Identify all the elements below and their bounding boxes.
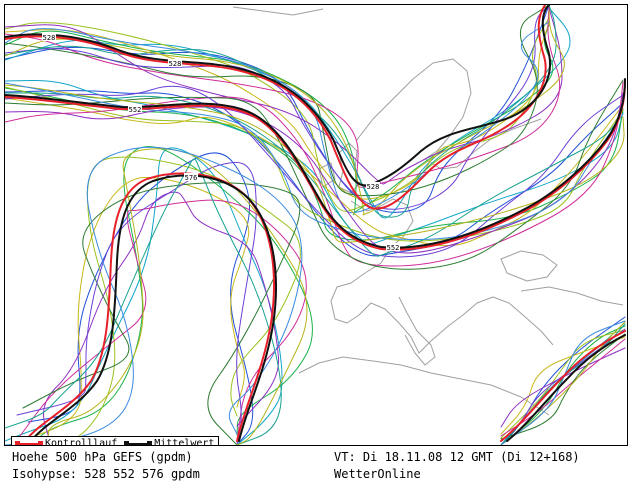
ensemble-member-line	[5, 24, 554, 216]
coastline-scandinavia	[355, 58, 472, 160]
ensemble-member-line	[5, 92, 624, 254]
isohypse-label-box	[366, 182, 380, 190]
ensemble-member-line	[27, 152, 254, 445]
coastline-ireland	[318, 162, 336, 188]
isohypse-label: 528	[169, 60, 182, 68]
isohypse-label: 528	[367, 183, 380, 191]
ensemble-member-line	[5, 5, 550, 197]
ensemble-member-line	[5, 5, 550, 213]
isohypse-label-box	[386, 243, 400, 251]
mean-576-line	[30, 174, 277, 442]
caption-source: WetterOnline	[334, 467, 421, 481]
isohypse-label: 528	[43, 34, 56, 42]
isohypse-map-svg: 528 528 552 576 528 552	[5, 5, 626, 445]
isohypse-label-box	[42, 33, 56, 41]
ensemble-member-line	[16, 161, 257, 445]
ensemble-member-line	[5, 146, 303, 445]
caption-parameter: Hoehe 500 hPa GEFS (gpdm)	[12, 450, 193, 464]
mean-528-line	[5, 5, 551, 187]
control-swatch-icon	[15, 440, 43, 445]
ensemble-member-line	[5, 86, 624, 242]
ensemble-member-line	[47, 148, 308, 445]
ensemble-map: 528 528 552 576 528 552 Kontrolllauf Mittelwe…	[4, 4, 628, 446]
legend-mean-label: Mittelwert	[154, 438, 215, 446]
control-run-552-line	[5, 80, 626, 251]
ensemble-member-line	[43, 191, 280, 445]
caption-isohypse: Isohypse: 528 552 576 gpdm	[12, 467, 200, 481]
ensemble-member-line	[5, 90, 624, 257]
ensemble-member-line	[500, 316, 626, 445]
ensemble-member-line	[5, 81, 624, 267]
control-run-576-line	[24, 172, 275, 442]
coastline-italy	[398, 296, 436, 366]
ensemble-member-line	[500, 336, 626, 435]
isohypse-label-box	[128, 105, 142, 113]
coastline-turkey	[520, 286, 624, 306]
isohypse-labels: 528 528 552 576 528 552	[42, 33, 400, 252]
coastline-africa	[298, 356, 550, 416]
ensemble-member-line	[5, 97, 624, 247]
coastline-continent	[330, 198, 554, 354]
ensemble-member-line	[5, 85, 624, 258]
ensemble-member-line	[19, 199, 307, 443]
control-run-se-line	[500, 330, 626, 442]
legend-control: Kontrolllauf	[15, 437, 118, 446]
caption-valid-time: VT: Di 18.11.08 12 GMT (Di 12+168)	[334, 450, 580, 464]
isohypse-label: 552	[129, 106, 142, 114]
coastline-layer	[232, 6, 624, 416]
ensemble-member-line	[22, 182, 301, 445]
isohypse-label-box	[168, 59, 182, 67]
legend-mean: Mittelwert	[124, 437, 215, 446]
legend: Kontrolllauf Mittelwert	[11, 436, 220, 446]
ensemble-member-line	[5, 79, 624, 270]
isohypse-label: 576	[185, 174, 198, 182]
coastline-greenland	[232, 6, 324, 16]
ensemble-member-line	[5, 147, 283, 445]
ensemble-member-line	[5, 7, 563, 185]
mean-swatch-icon	[124, 440, 153, 445]
ensemble-member-line	[30, 156, 301, 445]
ensemble-member-line	[5, 5, 561, 188]
ensemble-member-line	[500, 338, 626, 437]
ensemble-member-line	[33, 145, 313, 445]
ensemble-member-line	[5, 82, 624, 241]
coastline-black-sea	[500, 250, 558, 282]
ensemble-member-line	[5, 7, 571, 219]
legend-control-label: Kontrolllauf	[45, 438, 118, 446]
mean-se-line	[506, 334, 626, 442]
coastline-baltic	[424, 118, 542, 170]
ensemble-member-line	[5, 5, 550, 210]
isohypse-label: 552	[387, 244, 400, 252]
ensemble-member-line	[5, 22, 550, 200]
isohypse-label-box	[184, 173, 198, 181]
ensemble-member-line	[5, 79, 624, 246]
ensemble-member-line	[5, 17, 550, 212]
